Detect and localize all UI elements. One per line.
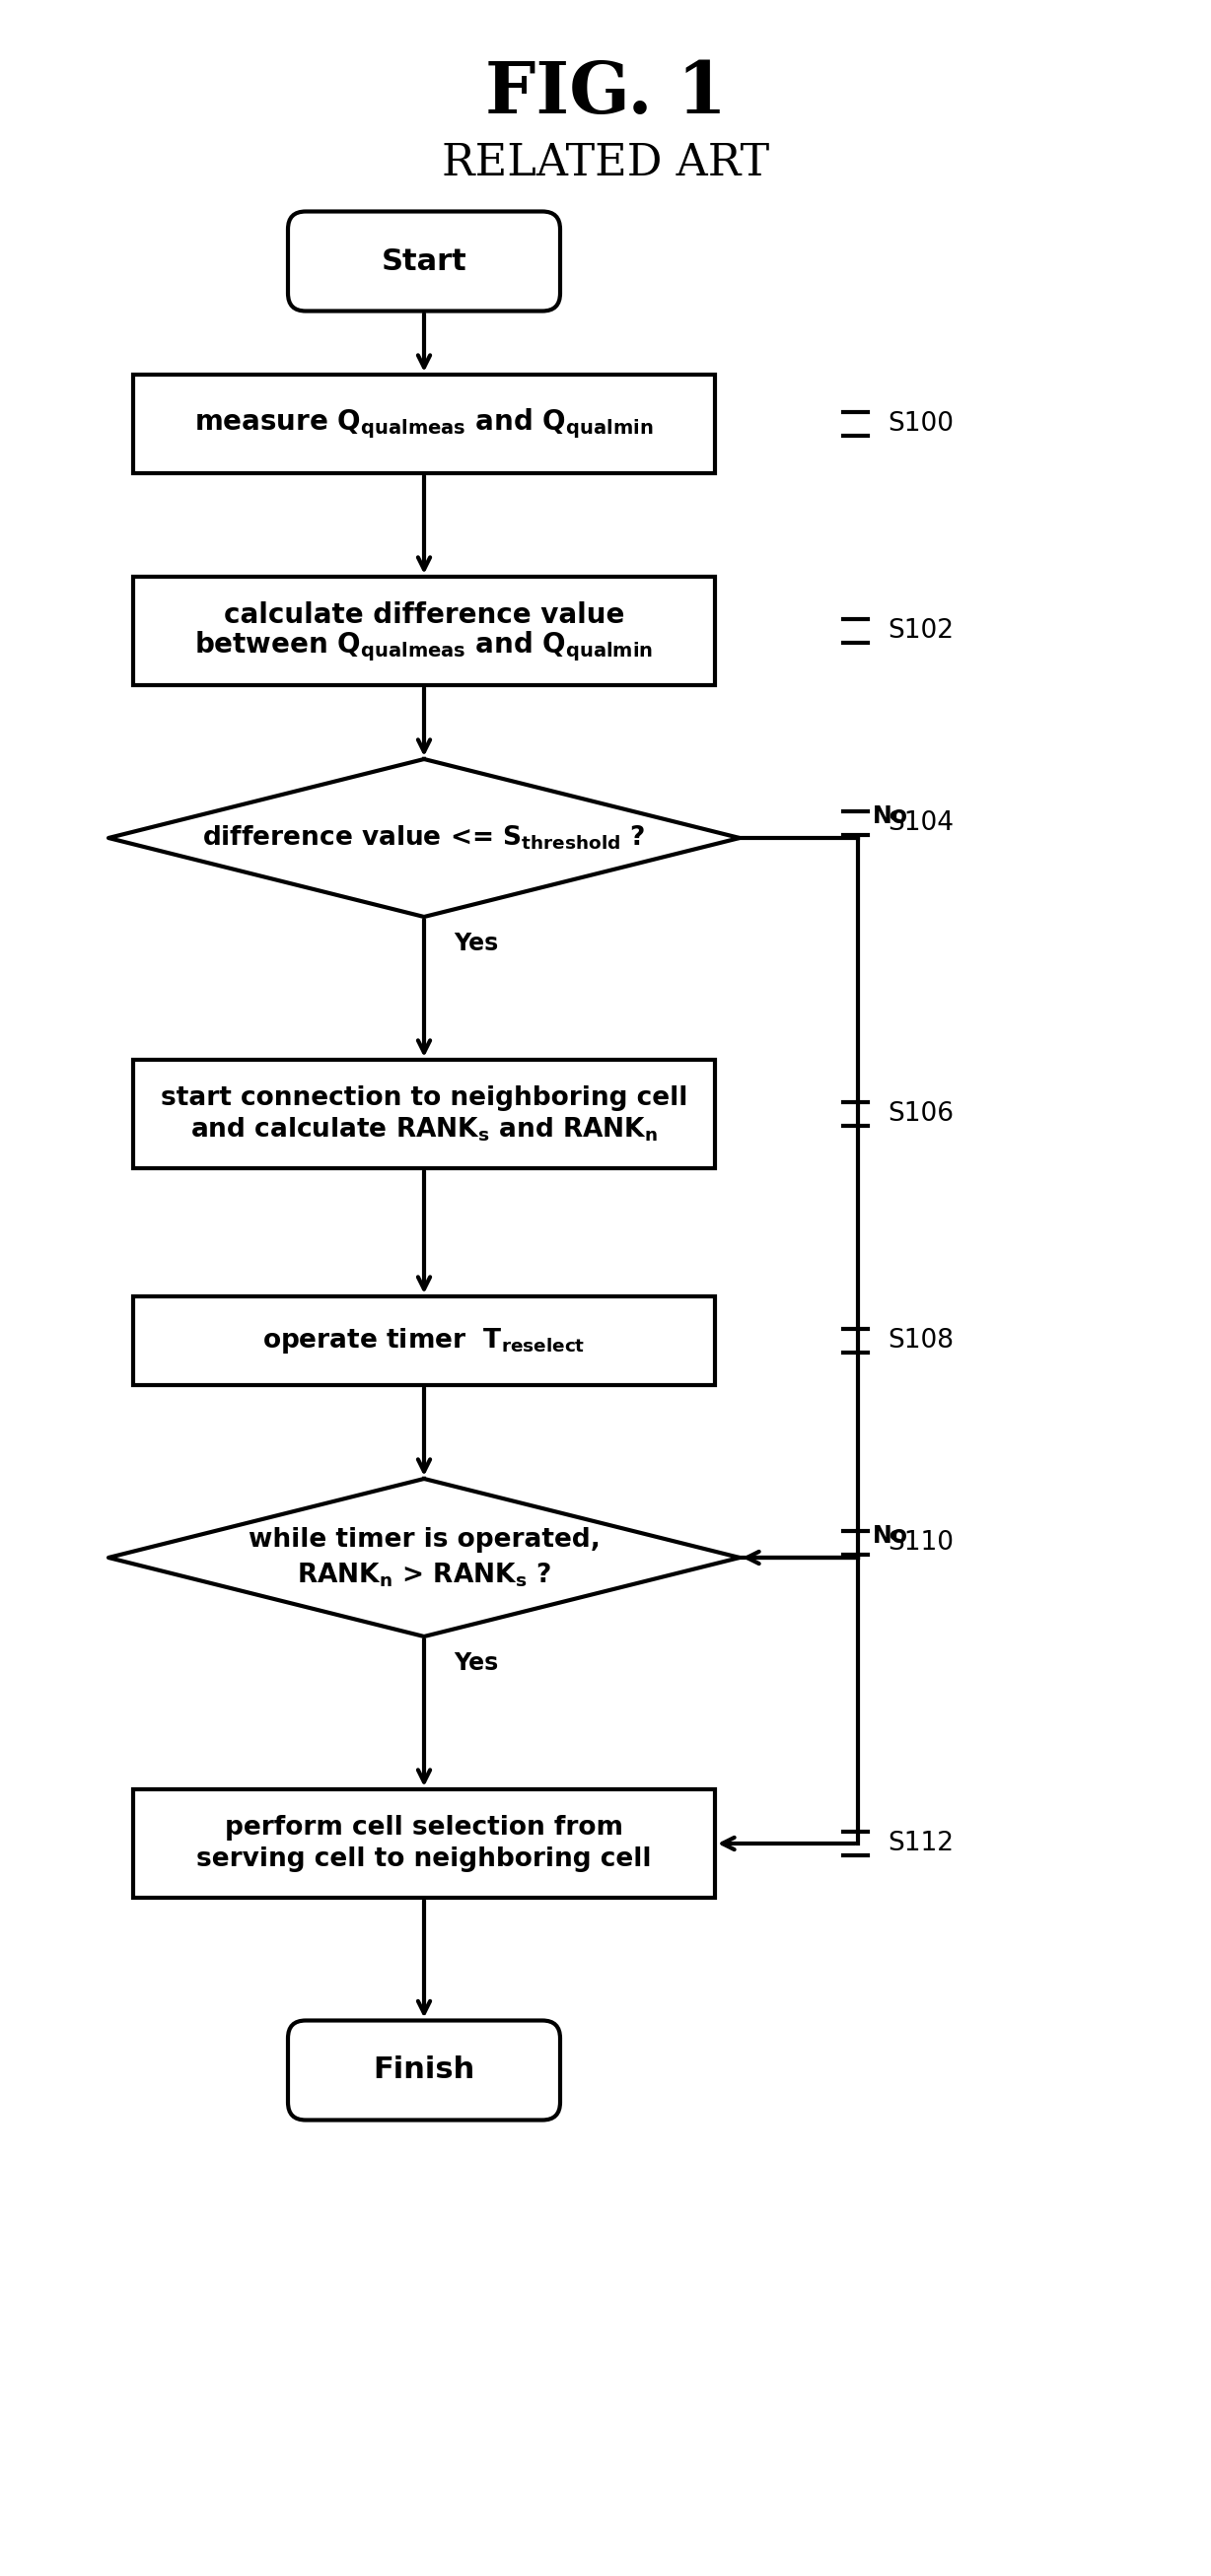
Text: between $\mathbf{Q_{qualmeas}}$ and $\mathbf{Q_{qualmin}}$: between $\mathbf{Q_{qualmeas}}$ and $\ma…: [195, 629, 654, 665]
Bar: [133, 1059, 714, 1170]
Text: $\mathbf{RANK_n}$ > $\mathbf{RANK_s}$ ?: $\mathbf{RANK_n}$ > $\mathbf{RANK_s}$ ?: [297, 1561, 551, 1589]
Text: S112: S112: [888, 1832, 953, 1857]
Text: S110: S110: [888, 1530, 953, 1556]
Bar: [133, 1790, 714, 1899]
Text: S106: S106: [888, 1100, 953, 1126]
Text: Finish: Finish: [373, 2056, 475, 2084]
Text: S102: S102: [888, 618, 953, 644]
Text: RELATED ART: RELATED ART: [442, 142, 769, 183]
Text: and calculate $\mathbf{RANK_s}$ and $\mathbf{RANK_n}$: and calculate $\mathbf{RANK_s}$ and $\ma…: [190, 1115, 658, 1144]
Text: No: No: [873, 1525, 908, 1548]
Text: Start: Start: [381, 247, 466, 276]
Bar: [133, 374, 714, 474]
Text: Yes: Yes: [454, 933, 498, 956]
Text: measure $\mathbf{Q_{qualmeas}}$ and $\mathbf{Q_{qualmin}}$: measure $\mathbf{Q_{qualmeas}}$ and $\ma…: [195, 407, 654, 440]
Bar: [133, 577, 714, 685]
Text: S100: S100: [888, 412, 953, 438]
Text: calculate difference value: calculate difference value: [224, 600, 625, 629]
Text: start connection to neighboring cell: start connection to neighboring cell: [161, 1084, 688, 1110]
Text: while timer is operated,: while timer is operated,: [248, 1528, 599, 1553]
Text: FIG. 1: FIG. 1: [484, 59, 727, 129]
Text: operate timer  $\mathbf{T_{reselect}}$: operate timer $\mathbf{T_{reselect}}$: [263, 1327, 585, 1355]
Bar: [133, 1296, 714, 1386]
Text: Yes: Yes: [454, 1651, 498, 1674]
FancyBboxPatch shape: [288, 2020, 561, 2120]
Text: perform cell selection from: perform cell selection from: [225, 1816, 624, 1842]
Text: difference value <= $\mathbf{S_{threshold}}$ ?: difference value <= $\mathbf{S_{threshol…: [202, 824, 645, 853]
Text: S108: S108: [888, 1327, 953, 1352]
Text: S104: S104: [888, 811, 953, 837]
Text: serving cell to neighboring cell: serving cell to neighboring cell: [196, 1847, 652, 1873]
Text: No: No: [873, 804, 908, 827]
FancyBboxPatch shape: [288, 211, 561, 312]
